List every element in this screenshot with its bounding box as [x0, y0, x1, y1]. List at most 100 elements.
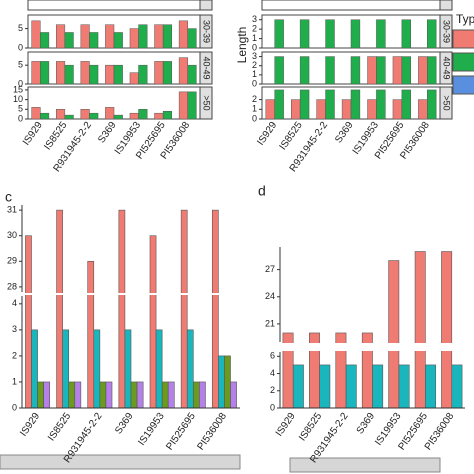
- bar: [154, 24, 164, 49]
- y-tick-label: 2: [252, 24, 257, 34]
- bar: [105, 64, 115, 85]
- bar: [367, 56, 377, 85]
- y-tick-label: 30: [7, 230, 17, 240]
- y-tick-label: 15: [13, 84, 23, 94]
- bar: [155, 329, 163, 409]
- bar: [199, 381, 206, 409]
- bar: [31, 61, 41, 85]
- bar: [40, 61, 50, 85]
- bar: [31, 329, 38, 409]
- y-tick-label: 0: [18, 113, 23, 123]
- bar: [138, 64, 148, 85]
- bar: [89, 64, 99, 85]
- bar: [129, 72, 139, 85]
- bar: [345, 364, 357, 409]
- legend-title: Type: [456, 12, 474, 26]
- y-tick-label: 5: [18, 23, 23, 33]
- bar: [325, 19, 335, 49]
- bar: [427, 56, 437, 85]
- bar: [441, 251, 453, 409]
- y-tick-label: 31: [7, 204, 17, 214]
- facet-label: 40-49: [202, 56, 212, 79]
- y-tick-label: 5: [18, 60, 23, 70]
- y-tick-label: 0: [252, 42, 257, 52]
- bar: [178, 57, 188, 85]
- bar: [274, 19, 284, 49]
- y-tick-label: 2: [252, 94, 257, 104]
- bar: [230, 381, 237, 409]
- bar: [388, 260, 400, 409]
- bar: [414, 251, 426, 409]
- y-tick-label: 1: [12, 376, 17, 386]
- facet-strip: [199, 51, 213, 85]
- bar: [99, 381, 107, 409]
- y-tick-label: 4: [270, 368, 275, 378]
- bar: [136, 381, 144, 409]
- bar: [124, 329, 132, 409]
- bar: [89, 112, 99, 120]
- y-tick-label: 24: [265, 291, 275, 301]
- bar: [62, 329, 70, 409]
- bar: [113, 32, 123, 49]
- bar: [325, 89, 335, 120]
- bar: [93, 329, 101, 409]
- bottom-strip: [289, 457, 441, 473]
- bar: [154, 112, 164, 120]
- bar: [325, 56, 335, 85]
- facet-strip: [199, 86, 213, 120]
- bar: [178, 20, 188, 49]
- bar: [154, 61, 164, 85]
- bar: [64, 114, 74, 120]
- facet-strip: [439, 86, 453, 120]
- bar: [162, 61, 172, 85]
- bar: [392, 99, 403, 120]
- bar: [274, 56, 284, 85]
- bar: [218, 355, 225, 409]
- bar: [68, 381, 76, 409]
- y-tick-label: 0: [12, 402, 17, 412]
- y-tick-label: 1: [252, 33, 257, 43]
- bar: [418, 56, 428, 85]
- legend-swatch: [452, 75, 474, 95]
- y-tick-label: 28: [7, 281, 17, 291]
- bar: [180, 209, 188, 409]
- bar: [376, 89, 386, 120]
- bar: [372, 364, 384, 409]
- bar: [118, 209, 126, 409]
- bar: [167, 381, 175, 409]
- bar: [392, 56, 403, 85]
- y-tick-label: 3: [252, 51, 257, 61]
- bar: [80, 61, 90, 85]
- y-tick-label: 1: [252, 104, 257, 114]
- bar: [186, 329, 194, 409]
- bar: [192, 381, 200, 409]
- cropped-strip: [199, 0, 213, 11]
- y-tick-label: 0: [270, 402, 275, 412]
- bar: [451, 364, 463, 409]
- bar: [299, 19, 310, 49]
- y-tick-label: 2: [12, 350, 17, 360]
- legend-swatch: [452, 52, 474, 72]
- y-tick-label: 27: [265, 264, 275, 274]
- bar: [40, 112, 50, 120]
- bar: [37, 381, 44, 409]
- facet-strip: [439, 14, 453, 49]
- bar: [56, 109, 66, 120]
- bar: [31, 20, 41, 49]
- bar: [149, 235, 157, 409]
- facet-strip: [199, 14, 213, 49]
- bar: [401, 56, 412, 85]
- bar: [427, 89, 437, 120]
- bar: [113, 114, 123, 120]
- axis-break-gap: [20, 293, 242, 295]
- y-tick-label: 21: [265, 318, 275, 328]
- y-tick-label: 2: [252, 60, 257, 70]
- bar: [316, 99, 326, 120]
- bar: [113, 64, 123, 85]
- bar: [40, 32, 50, 49]
- bar: [87, 260, 95, 409]
- bar: [427, 19, 437, 49]
- bar: [56, 61, 66, 85]
- y-tick-label: 0: [252, 113, 257, 123]
- bar: [350, 89, 361, 120]
